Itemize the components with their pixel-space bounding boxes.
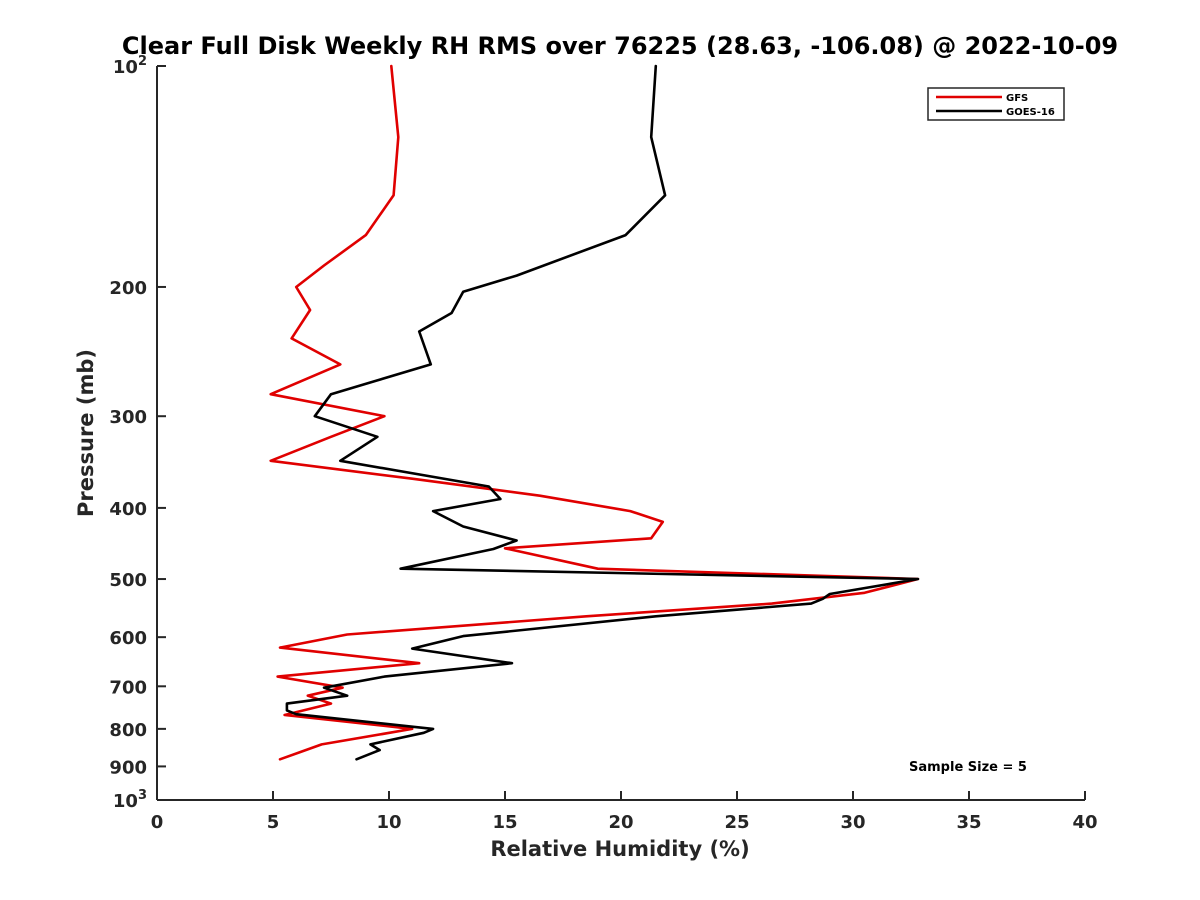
x-tick-label-0: 0: [151, 812, 164, 833]
legend-label-gfs: GFS: [1006, 93, 1028, 104]
y-tick-label-900: 900: [109, 757, 147, 778]
sample-size-annotation: Sample Size = 5: [909, 760, 1027, 775]
x-tick-label-5: 5: [267, 812, 280, 833]
series-line-gfs: [269, 64, 920, 761]
y-tick-label-800: 800: [109, 720, 147, 741]
legend: GFS GOES-16: [927, 87, 1065, 121]
y-tick-label-700: 700: [109, 677, 147, 698]
series-line-goes16: [285, 64, 920, 761]
y-tick-label-400: 400: [109, 499, 147, 520]
x-tick-label-20: 20: [608, 812, 633, 833]
x-tick-label-40: 40: [1072, 812, 1097, 833]
y-tick-label-300: 300: [109, 407, 147, 428]
x-tick-label-25: 25: [724, 812, 749, 833]
x-tick-label-15: 15: [492, 812, 517, 833]
y-axis-label: Pressure (mb): [74, 349, 98, 517]
chart-title: Clear Full Disk Weekly RH RMS over 76225…: [122, 32, 1118, 60]
y-ticks: 102 200 300 400 500 600 700 800 900 103: [109, 54, 166, 812]
y-tick-label-600: 600: [109, 628, 147, 649]
x-ticks: 0 5 10 15 20 25 30 35 40: [151, 791, 1098, 833]
x-tick-label-30: 30: [840, 812, 865, 833]
y-tick-label-100: 102: [113, 54, 147, 78]
x-axis-label: Relative Humidity (%): [490, 837, 749, 861]
y-tick-label-1000: 103: [113, 788, 147, 812]
legend-box: [927, 87, 1065, 121]
y-tick-label-500: 500: [109, 570, 147, 591]
series-layer: [269, 64, 920, 761]
y-tick-label-200: 200: [109, 278, 147, 299]
axes-background: [157, 66, 1085, 800]
legend-label-goes16: GOES-16: [1006, 107, 1055, 118]
x-tick-label-10: 10: [376, 812, 401, 833]
x-tick-label-35: 35: [956, 812, 981, 833]
plot-area: [156, 64, 1085, 801]
